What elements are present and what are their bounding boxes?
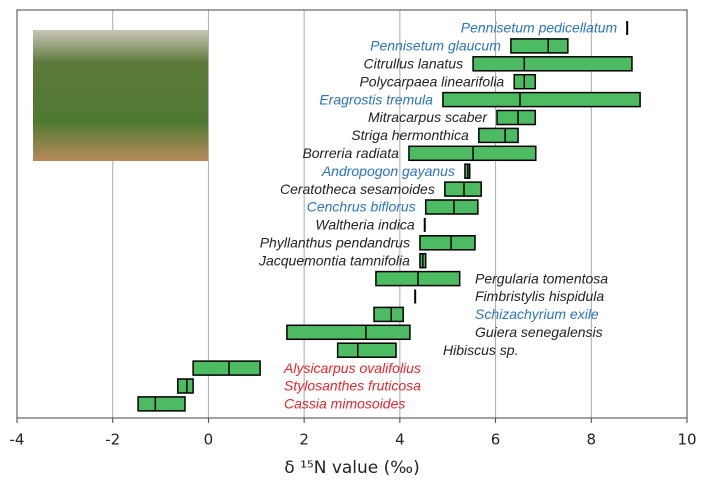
x-tick-label: 8 (587, 431, 597, 449)
species-label: Cassia mimosoides (284, 396, 405, 412)
range-box (374, 307, 403, 321)
species-label: Ceratotheca sesamoides (280, 181, 435, 197)
species-label: Fimbristylis hispidula (475, 288, 604, 304)
species-label: Schizachyrium exile (475, 306, 599, 322)
x-tick-label: 0 (204, 431, 214, 449)
species-label: Polycarpaea linearifolia (359, 73, 504, 89)
species-label: Phyllanthus pendandrus (260, 235, 410, 251)
range-box (511, 39, 568, 53)
photo (33, 30, 208, 161)
species-label: Jacquemontia tamnifolia (258, 252, 410, 268)
species-label: Citrullus lanatus (363, 56, 463, 72)
range-box (473, 57, 632, 71)
range-box (138, 397, 185, 411)
range-box (178, 379, 193, 393)
x-axis-label: δ ¹⁵N value (‰) (284, 458, 419, 478)
range-box (420, 236, 475, 250)
species-label: Hibiscus sp. (443, 342, 518, 358)
species-label: Pennisetum glaucum (370, 38, 501, 54)
species-label: Pergularia tomentosa (475, 270, 608, 286)
species-label: Striga hermonthica (351, 127, 469, 143)
x-tick-label: -2 (105, 431, 120, 449)
species-label: Alysicarpus ovalifolius (283, 360, 421, 376)
x-tick-label: 2 (299, 431, 309, 449)
species-label: Andropogon gayanus (321, 163, 455, 179)
range-box (443, 93, 640, 107)
range-box (193, 361, 260, 375)
x-tick-label: 4 (395, 431, 405, 449)
x-tick-label: 10 (677, 431, 696, 449)
range-box (287, 325, 410, 339)
species-label: Cenchrus biflorus (307, 199, 416, 215)
range-box (426, 200, 478, 214)
species-label: Waltheria indica (315, 217, 415, 233)
species-label: Stylosanthes fruticosa (284, 378, 421, 394)
range-box (445, 182, 481, 196)
x-tick-label: -4 (10, 431, 25, 449)
species-label: Mitracarpus scaber (368, 109, 488, 125)
range-box (479, 128, 518, 142)
range-box (338, 343, 396, 357)
species-label: Guiera senegalensis (475, 324, 603, 340)
x-tick-label: 6 (491, 431, 501, 449)
species-label: Eragrostis tremula (319, 91, 433, 107)
species-label: Borreria radiata (302, 145, 399, 161)
chart: δ ¹⁵N value (‰) -4 -2 0 2 4 6 8 10 Pennisetum pe… (0, 0, 701, 487)
species-label: Pennisetum pedicellatum (461, 20, 618, 36)
range-box (497, 111, 535, 125)
